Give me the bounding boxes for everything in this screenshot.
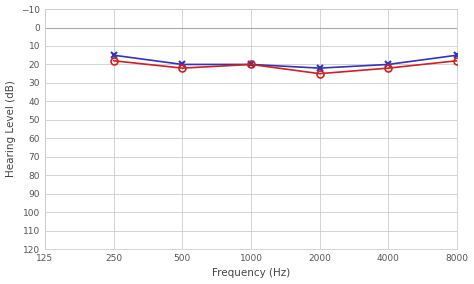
Y-axis label: Hearing Level (dB): Hearing Level (dB) bbox=[6, 81, 16, 178]
X-axis label: Frequency (Hz): Frequency (Hz) bbox=[212, 268, 290, 278]
